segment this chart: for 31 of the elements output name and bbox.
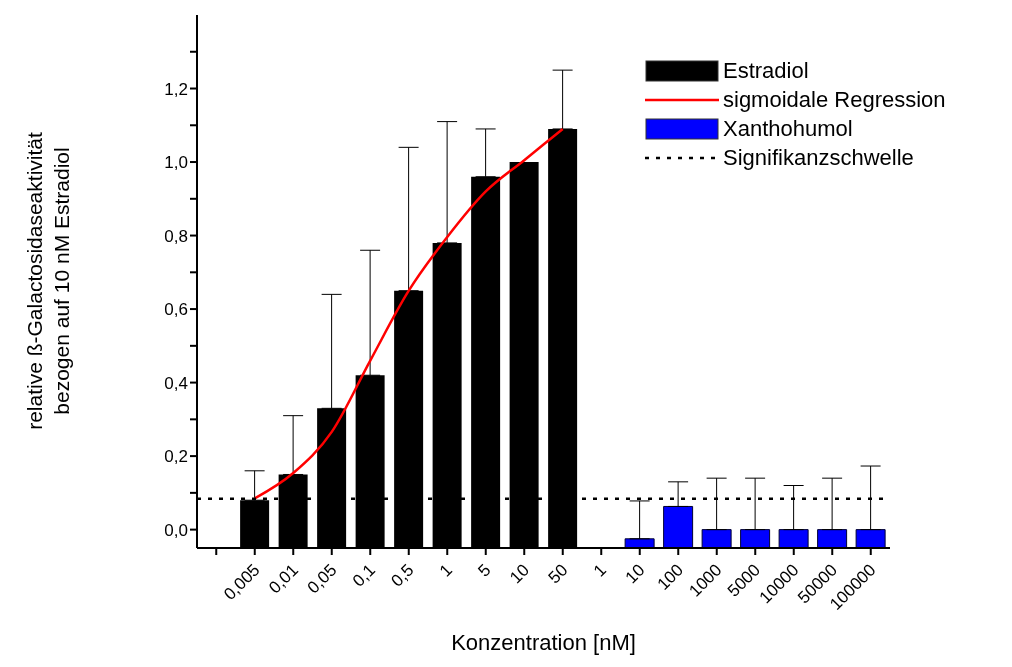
y-tick-label: 0,8: [164, 226, 188, 246]
legend-label: Signifikanzschwelle: [723, 144, 914, 172]
x-tick-label: 1: [435, 560, 457, 581]
y-tick-label: 1,2: [164, 79, 188, 99]
x-tick-label: 10: [621, 560, 649, 588]
x-tick-label: 0,1: [348, 560, 380, 591]
x-tick-label: 10: [506, 560, 534, 588]
y-axis-title: relative ß-Galactosidaseaktivität bezogen auf 10 nM Estradiol: [22, 132, 74, 430]
bar: [663, 505, 694, 548]
bar: [855, 529, 886, 548]
line-series: [253, 127, 564, 500]
x-tick-label: 50: [544, 560, 572, 588]
bar: [624, 538, 655, 548]
bar: [817, 529, 848, 548]
x-tick-label: 100: [653, 560, 688, 594]
y-tick-label: 0,4: [164, 373, 188, 393]
y-tick-label: 0,2: [164, 447, 188, 467]
x-tick-label: 0,01: [265, 560, 303, 598]
x-tick-label: 1: [589, 560, 611, 581]
legend-label: sigmoidale Regression: [723, 86, 946, 114]
legend-label: Xanthohumol: [723, 115, 853, 143]
legend-label: Estradiol: [723, 57, 809, 85]
x-axis-title: Konzentration [nM]: [450, 630, 637, 656]
bar: [778, 529, 809, 548]
y-tick-label: 0,0: [164, 520, 188, 540]
x-tick-label: 5: [474, 560, 495, 581]
y-tick-label: 0,6: [164, 300, 188, 320]
bar: [701, 529, 732, 548]
bar: [740, 529, 771, 548]
x-tick-label: 0,5: [387, 560, 418, 591]
y-tick-label: 1,0: [164, 153, 188, 173]
